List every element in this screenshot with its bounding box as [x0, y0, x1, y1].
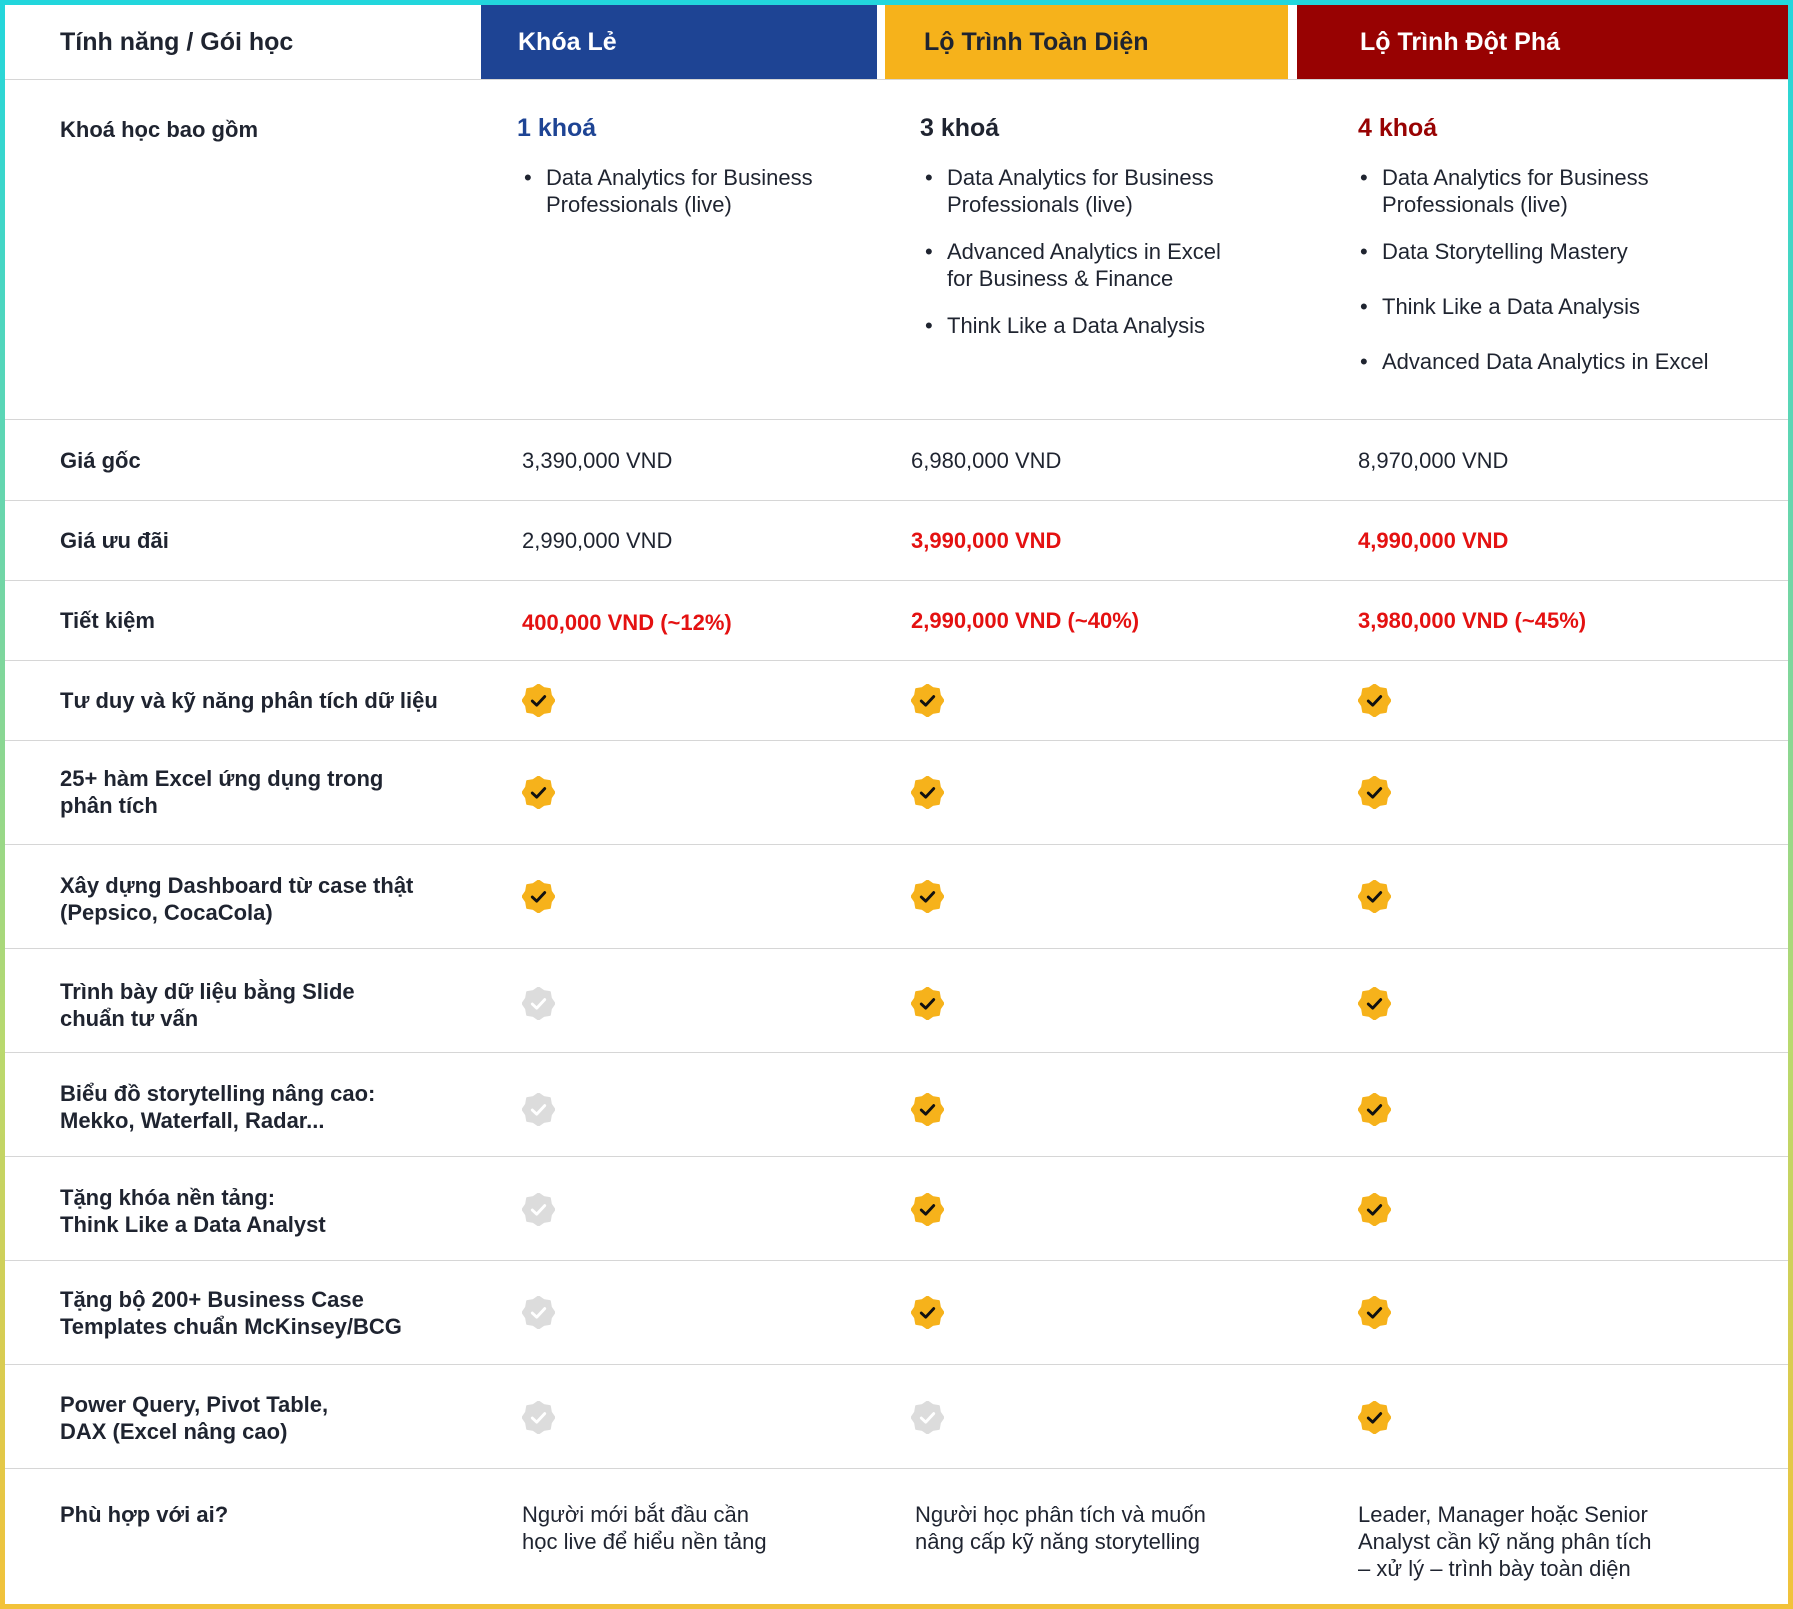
row-original-price: Giá gốc 3,390,000 VND 6,980,000 VND 8,97… [5, 421, 1788, 501]
row-feature-3: Xây dựng Dashboard từ case thật (Pepsico… [5, 845, 1788, 949]
row-divider [5, 1468, 1788, 1469]
row-divider [5, 660, 1788, 661]
course-item: Think Like a Data Analysis [923, 312, 1263, 339]
row-label: Power Query, Pivot Table, DAX (Excel nân… [60, 1392, 329, 1444]
course-list-dot-pha: Data Analytics for Business Professional… [1358, 164, 1758, 395]
row-feature-5: Biểu đồ storytelling nâng cao: Mekko, Wa… [5, 1053, 1788, 1157]
check-badge-disabled-icon [522, 1296, 555, 1329]
course-list-khoa-le: Data Analytics for Business Professional… [522, 164, 852, 238]
course-item: Data Analytics for Business Professional… [522, 164, 852, 218]
check-badge-icon [522, 776, 555, 809]
row-label: Khoá học bao gồm [60, 117, 258, 142]
course-item: Data Analytics for Business Professional… [1358, 164, 1758, 218]
course-item: Data Storytelling Mastery [1358, 238, 1758, 265]
discount-price-khoa-le: 2,990,000 VND [522, 528, 673, 553]
audience-dot-pha: Leader, Manager hoặc Senior Analyst cần … [1358, 1502, 1652, 1581]
check-badge-icon [1358, 1193, 1391, 1226]
row-audience: Phù hợp với ai? Người mới bắt đầu cần họ… [5, 1469, 1788, 1604]
audience-khoa-le: Người mới bắt đầu cần học live để hiểu n… [522, 1502, 767, 1554]
original-price-khoa-le: 3,390,000 VND [522, 448, 673, 473]
row-divider [5, 948, 1788, 949]
check-badge-icon [911, 776, 944, 809]
check-badge-icon [911, 880, 944, 913]
row-saving: Tiết kiệm 400,000 VND (~12%) 2,990,000 V… [5, 581, 1788, 661]
row-label: Tặng khóa nền tảng: Think Like a Data An… [60, 1185, 326, 1237]
course-count-toan-dien: 3 khoá [920, 114, 1000, 142]
check-badge-disabled-icon [522, 1193, 555, 1226]
check-badge-icon [911, 1296, 944, 1329]
row-divider [5, 1260, 1788, 1261]
header-feature-label: Tính năng / Gói học [60, 27, 294, 56]
row-label: 25+ hàm Excel ứng dụng trong phân tích [60, 766, 384, 818]
row-discount-price: Giá ưu đãi 2,990,000 VND 3,990,000 VND 4… [5, 501, 1788, 581]
row-label: Xây dựng Dashboard từ case thật (Pepsico… [60, 873, 414, 925]
row-label: Trình bày dữ liệu bằng Slide chuẩn tư vấ… [60, 979, 355, 1031]
course-count-khoa-le: 1 khoá [517, 114, 597, 142]
row-label: Phù hợp với ai? [60, 1502, 229, 1527]
row-divider [5, 500, 1788, 501]
row-feature-4: Trình bày dữ liệu bằng Slide chuẩn tư vấ… [5, 949, 1788, 1053]
check-badge-icon [1358, 880, 1391, 913]
row-label: Tư duy và kỹ năng phân tích dữ liệu [60, 688, 438, 713]
row-courses: Khoá học bao gồm 1 khoá Data Analytics f… [5, 80, 1788, 420]
header-plan-toan-dien: Lộ Trình Toàn Diện [885, 5, 1288, 79]
saving-toan-dien: 2,990,000 VND (~40%) [911, 608, 1140, 633]
check-badge-icon [1358, 1296, 1391, 1329]
check-badge-icon [1358, 1093, 1391, 1126]
row-feature-7: Tặng bộ 200+ Business Case Templates chu… [5, 1261, 1788, 1365]
saving-dot-pha: 3,980,000 VND (~45%) [1358, 608, 1587, 633]
check-badge-disabled-icon [911, 1401, 944, 1434]
course-item: Data Analytics for Business Professional… [923, 164, 1263, 218]
check-badge-icon [1358, 776, 1391, 809]
row-divider [5, 844, 1788, 845]
row-divider [5, 1156, 1788, 1157]
original-price-dot-pha: 8,970,000 VND [1358, 448, 1509, 473]
row-feature-8: Power Query, Pivot Table, DAX (Excel nân… [5, 1365, 1788, 1469]
check-badge-icon [911, 684, 944, 717]
row-divider [5, 419, 1788, 420]
check-badge-icon [911, 987, 944, 1020]
header-plan-dot-pha: Lộ Trình Đột Phá [1297, 5, 1788, 79]
check-badge-icon [911, 1093, 944, 1126]
course-count-dot-pha: 4 khoá [1358, 114, 1438, 142]
course-item: Think Like a Data Analysis [1358, 293, 1758, 320]
check-badge-disabled-icon [522, 1401, 555, 1434]
row-label: Giá gốc [60, 448, 141, 473]
header-plan-khoa-le: Khóa Lẻ [481, 5, 877, 79]
audience-toan-dien: Người học phân tích và muốn nâng cấp kỹ … [915, 1502, 1206, 1554]
check-badge-disabled-icon [522, 987, 555, 1020]
comparison-table: Tính năng / Gói học Khóa Lẻ Lộ Trình Toà… [5, 5, 1788, 1604]
discount-price-toan-dien: 3,990,000 VND [911, 528, 1062, 553]
original-price-toan-dien: 6,980,000 VND [911, 448, 1062, 473]
header-divider [5, 79, 1788, 80]
check-badge-icon [1358, 987, 1391, 1020]
course-item: Advanced Analytics in Excel for Business… [923, 238, 1263, 292]
check-badge-icon [522, 880, 555, 913]
row-label: Giá ưu đãi [60, 528, 169, 553]
saving-khoa-le: 400,000 VND (~12%) [522, 610, 732, 635]
row-divider [5, 1052, 1788, 1053]
row-divider [5, 1364, 1788, 1365]
row-label: Tặng bộ 200+ Business Case Templates chu… [60, 1287, 402, 1339]
course-item: Advanced Data Analytics in Excel [1358, 348, 1758, 375]
row-divider [5, 740, 1788, 741]
row-feature-6: Tặng khóa nền tảng: Think Like a Data An… [5, 1157, 1788, 1261]
discount-price-dot-pha: 4,990,000 VND [1358, 528, 1509, 553]
check-badge-icon [911, 1193, 944, 1226]
check-badge-disabled-icon [522, 1093, 555, 1126]
row-label: Biểu đồ storytelling nâng cao: Mekko, Wa… [60, 1081, 376, 1133]
row-feature-2: 25+ hàm Excel ứng dụng trong phân tích [5, 741, 1788, 845]
check-badge-icon [522, 684, 555, 717]
check-badge-icon [1358, 684, 1391, 717]
row-label: Tiết kiệm [60, 608, 155, 633]
row-feature-1: Tư duy và kỹ năng phân tích dữ liệu [5, 661, 1788, 741]
course-list-toan-dien: Data Analytics for Business Professional… [923, 164, 1263, 359]
check-badge-icon [1358, 1401, 1391, 1434]
row-divider [5, 580, 1788, 581]
